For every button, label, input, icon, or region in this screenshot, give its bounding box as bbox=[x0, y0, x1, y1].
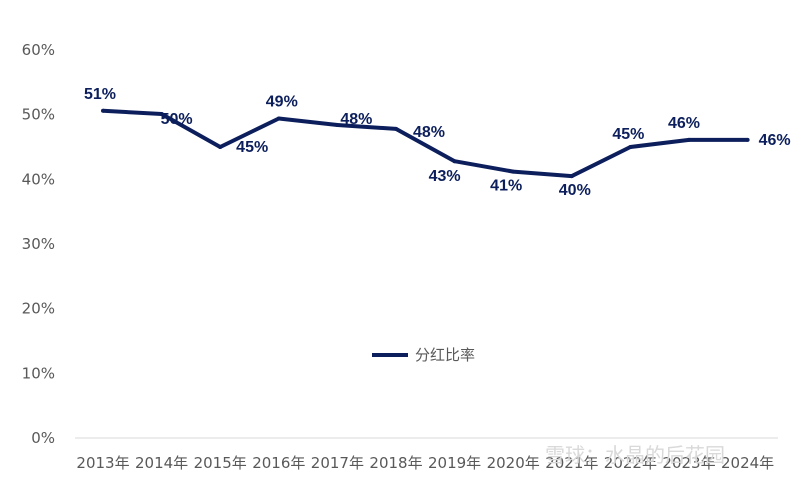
data-point bbox=[159, 112, 164, 117]
data-label: 48% bbox=[413, 124, 445, 141]
x-tick-label: 2022年 bbox=[604, 454, 657, 472]
data-point bbox=[745, 137, 750, 142]
data-point bbox=[511, 169, 516, 174]
x-tick-label: 2024年 bbox=[721, 454, 774, 472]
data-label: 45% bbox=[612, 126, 644, 143]
y-tick-label: 0% bbox=[31, 429, 55, 447]
series-line bbox=[102, 108, 748, 179]
data-label: 46% bbox=[668, 115, 700, 132]
x-axis: 2013年 2014年 2015年 2016年 2017年 2018年 2019年 2020年… bbox=[76, 454, 774, 472]
x-tick-label: 2013年 bbox=[76, 454, 129, 472]
data-point bbox=[218, 145, 223, 149]
y-tick-label: 60% bbox=[22, 41, 55, 59]
x-tick-label: 2021年 bbox=[545, 454, 598, 472]
data-point bbox=[335, 123, 340, 128]
data-label: 46% bbox=[759, 132, 791, 149]
data-point bbox=[687, 137, 691, 142]
x-tick-label: 2015年 bbox=[194, 454, 247, 472]
y-tick-label: 50% bbox=[22, 106, 55, 124]
data-label: 50% bbox=[161, 111, 193, 128]
data-label: 49% bbox=[266, 94, 298, 111]
legend-label: 分红比率 bbox=[415, 346, 475, 364]
x-tick-label: 2018年 bbox=[369, 454, 422, 472]
y-tick-label: 40% bbox=[22, 170, 55, 188]
data-label: 41% bbox=[490, 178, 522, 195]
data-point bbox=[569, 174, 574, 179]
x-tick-label: 2017年 bbox=[311, 454, 364, 472]
y-tick-label: 20% bbox=[22, 300, 55, 318]
data-point bbox=[101, 108, 105, 113]
data-point bbox=[628, 145, 633, 149]
data-label: 48% bbox=[340, 111, 372, 128]
data-labels: 51% 50% 45% 49% 48% 48% 43% 41% 40% 45% 46% 46% bbox=[84, 86, 791, 199]
series-group bbox=[101, 108, 750, 179]
y-axis: 0% 10% 20% 30% 40% 50% 60% bbox=[22, 41, 55, 447]
data-label: 40% bbox=[559, 182, 591, 199]
y-tick-label: 30% bbox=[22, 235, 55, 253]
x-tick-label: 2019年 bbox=[428, 454, 481, 472]
x-tick-label: 2020年 bbox=[487, 454, 540, 472]
x-tick-label: 2014年 bbox=[135, 454, 188, 472]
data-point bbox=[452, 159, 457, 164]
data-point bbox=[276, 116, 281, 121]
x-tick-label: 2016年 bbox=[252, 454, 305, 472]
watermark-text: 雪球：水晶的后花园 bbox=[545, 443, 725, 467]
data-label: 45% bbox=[236, 139, 268, 156]
y-tick-label: 10% bbox=[22, 364, 55, 382]
data-label: 43% bbox=[429, 168, 461, 185]
data-label: 51% bbox=[84, 86, 116, 103]
x-tick-label: 2023年 bbox=[662, 454, 715, 472]
data-point bbox=[394, 126, 398, 131]
legend: 分红比率 bbox=[372, 346, 475, 364]
